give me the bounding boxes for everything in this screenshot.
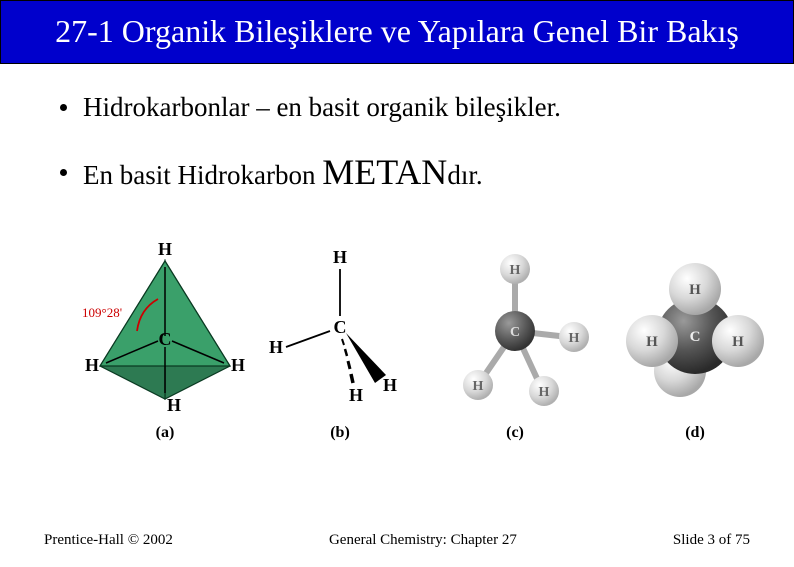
bullet-1-text: Hidrokarbonlar – en basit organik bileşi…	[83, 92, 561, 123]
atom-h-label: H	[510, 263, 521, 278]
diagram-c-label: (c)	[506, 424, 524, 442]
diagram-d: H H H C (d)	[610, 241, 780, 442]
bullet-dot-icon	[60, 169, 67, 176]
atom-h-label: H	[539, 385, 550, 400]
bullet-1: Hidrokarbonlar – en basit organik bileşi…	[60, 92, 754, 123]
atom-c-label: C	[510, 325, 520, 340]
bullet-dot-icon	[60, 104, 67, 111]
atom-h-label: H	[473, 379, 484, 394]
diagram-b: C H H H H	[260, 241, 420, 442]
atom-h-label: H	[85, 355, 99, 375]
diagram-row: H H H H C 109°28' (a)	[60, 221, 754, 442]
wedge-dash-icon: C H H H H	[260, 241, 420, 416]
diagram-a-label: (a)	[156, 424, 175, 442]
bullet-2: En basit Hidrokarbon METANdır.	[60, 151, 754, 193]
atom-h-label: H	[646, 334, 658, 350]
slide-title: 27-1 Organik Bileşiklere ve Yapılara Gen…	[19, 11, 775, 51]
atom-c-label: C	[334, 317, 347, 337]
content-area: Hidrokarbonlar – en basit organik bileşi…	[0, 64, 794, 442]
footer-right: Slide 3 of 75	[673, 532, 750, 549]
footer-center: General Chemistry: Chapter 27	[329, 532, 517, 549]
diagram-d-label: (d)	[685, 424, 705, 442]
diagram-b-label: (b)	[330, 424, 350, 442]
atom-c-label: C	[690, 329, 701, 345]
bullet-2-prefix: En basit Hidrokarbon	[83, 160, 322, 190]
atom-h-label: H	[231, 355, 245, 375]
dash-bond	[342, 339, 353, 383]
slide: 27-1 Organik Bileşiklere ve Yapılara Gen…	[0, 0, 794, 567]
bullet-2-text: En basit Hidrokarbon METANdır.	[83, 151, 483, 193]
bullet-2-suffix: dır.	[447, 160, 482, 190]
tetrahedron-icon: H H H H C 109°28'	[80, 241, 250, 416]
bond-line	[286, 331, 330, 347]
atom-h-label: H	[383, 375, 397, 395]
diagram-a: H H H H C 109°28' (a)	[80, 241, 250, 442]
atom-h-label: H	[167, 395, 181, 415]
atom-h-label: H	[333, 247, 347, 267]
atom-h-label: H	[569, 331, 580, 346]
atom-h-label: H	[689, 282, 701, 298]
diagram-c: H H H H C (c)	[430, 241, 600, 442]
title-bar: 27-1 Organik Bileşiklere ve Yapılara Gen…	[0, 0, 794, 64]
bullet-2-big: METAN	[322, 152, 447, 192]
atom-h-label: H	[158, 241, 172, 259]
atom-h-label: H	[349, 385, 363, 405]
space-filling-icon: H H H C	[610, 241, 780, 416]
footer-left: Prentice-Hall © 2002	[44, 532, 173, 549]
atom-h-label: H	[732, 334, 744, 350]
ball-stick-icon: H H H H C	[430, 241, 600, 416]
atom-h-label: H	[269, 337, 283, 357]
angle-label: 109°28'	[82, 305, 122, 320]
footer: Prentice-Hall © 2002 General Chemistry: …	[0, 532, 794, 549]
